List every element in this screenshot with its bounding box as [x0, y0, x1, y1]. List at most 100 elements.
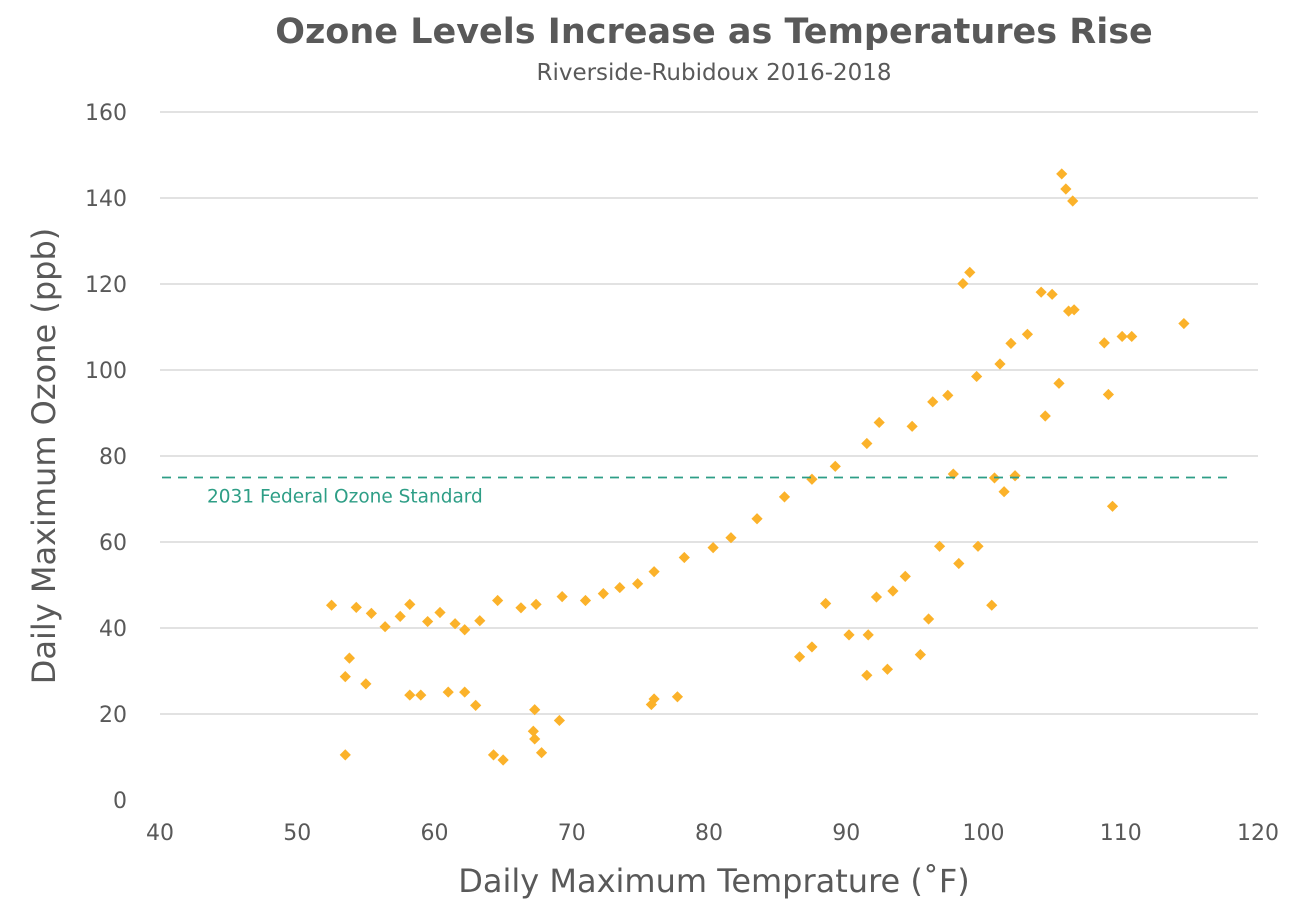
data-point [535, 747, 548, 759]
data-point [648, 566, 660, 578]
data-point [1046, 288, 1058, 300]
data-point [806, 641, 818, 653]
data-point [671, 691, 684, 703]
reference-line-label: 2031 Federal Ozone Standard [207, 487, 483, 508]
data-point [597, 588, 609, 600]
data-point [1126, 330, 1138, 343]
data-point [1021, 328, 1034, 340]
data-point [957, 277, 969, 290]
data-point [923, 613, 935, 625]
data-points [325, 168, 1190, 766]
data-point [632, 578, 644, 590]
data-point [343, 652, 356, 664]
data-point [325, 599, 338, 611]
data-point [394, 610, 406, 622]
x-tick-label: 60 [421, 821, 449, 846]
data-point [1062, 305, 1075, 317]
data-point [1116, 330, 1128, 343]
data-point [1067, 195, 1079, 207]
data-point [1102, 388, 1114, 401]
data-point [529, 704, 541, 716]
data-point [648, 693, 660, 705]
data-point [434, 606, 446, 619]
data-point [530, 598, 542, 610]
data-point [474, 615, 486, 627]
x-tick-label: 40 [146, 821, 174, 846]
data-point [497, 754, 509, 766]
data-point [933, 540, 946, 552]
chart-title: Ozone Levels Increase as Temperatures Ri… [275, 12, 1153, 52]
chart-subtitle: Riverside-Rubidoux 2016-2018 [536, 60, 892, 86]
data-point [806, 473, 818, 485]
data-point [707, 541, 719, 554]
x-axis-label: Daily Maximum Temprature (˚F) [458, 862, 970, 900]
data-point [1009, 470, 1021, 482]
data-point [645, 698, 657, 711]
data-point [972, 540, 984, 552]
data-point [379, 621, 391, 633]
data-point [843, 629, 855, 641]
data-point [365, 607, 377, 619]
data-point [953, 557, 965, 570]
data-point [994, 358, 1006, 370]
x-tick-label: 100 [963, 821, 1005, 846]
data-point [873, 416, 885, 429]
y-tick-label: 40 [99, 617, 127, 642]
data-point [971, 370, 983, 383]
x-tick-label: 80 [695, 821, 723, 846]
y-tick-label: 60 [99, 531, 127, 556]
data-point [442, 686, 454, 698]
data-point [829, 460, 841, 472]
x-tick-label: 70 [558, 821, 586, 846]
data-point [449, 618, 461, 630]
data-point [906, 420, 918, 432]
data-point [553, 714, 565, 727]
data-point [861, 437, 873, 450]
data-point [1035, 286, 1047, 298]
data-point [614, 581, 626, 594]
data-point [820, 597, 832, 610]
y-tick-label: 0 [113, 789, 127, 814]
data-point [914, 649, 926, 661]
data-point [887, 585, 899, 597]
data-point [527, 725, 539, 737]
data-point [942, 389, 954, 401]
data-point [339, 670, 351, 683]
data-point [862, 629, 874, 641]
data-point [1068, 304, 1080, 316]
data-point [459, 624, 471, 636]
x-tick-label: 110 [1100, 821, 1142, 846]
y-tick-label: 20 [99, 703, 127, 728]
y-axis-label: Daily Maximum Ozone (ppb) [25, 227, 63, 685]
x-tick-label: 50 [283, 821, 311, 846]
data-point [964, 266, 976, 278]
data-point [870, 591, 883, 603]
x-tick-label: 120 [1237, 821, 1279, 846]
y-tick-label: 140 [85, 187, 127, 212]
data-point [1106, 500, 1119, 512]
data-point [459, 686, 471, 698]
data-point [360, 678, 372, 690]
data-point [339, 749, 351, 761]
data-point [556, 591, 568, 603]
data-point [487, 749, 500, 761]
data-point [404, 598, 416, 610]
data-point [778, 491, 791, 503]
x-tick-labels: 40 50 60 70 80 90 100 110 120 [146, 821, 1279, 846]
data-point [725, 532, 737, 544]
x-tick-label: 90 [832, 821, 860, 846]
data-point [1098, 337, 1110, 349]
data-point [470, 699, 482, 711]
y-tick-label: 120 [85, 273, 127, 298]
data-point [1039, 410, 1051, 422]
data-point [515, 602, 527, 614]
data-point [793, 651, 806, 663]
data-point [422, 615, 434, 628]
reference-line-group: 2031 Federal Ozone Standard [162, 476, 1232, 508]
y-tick-label: 100 [85, 359, 127, 384]
data-point [1060, 183, 1072, 195]
data-point [861, 669, 873, 681]
data-point [1053, 377, 1065, 389]
